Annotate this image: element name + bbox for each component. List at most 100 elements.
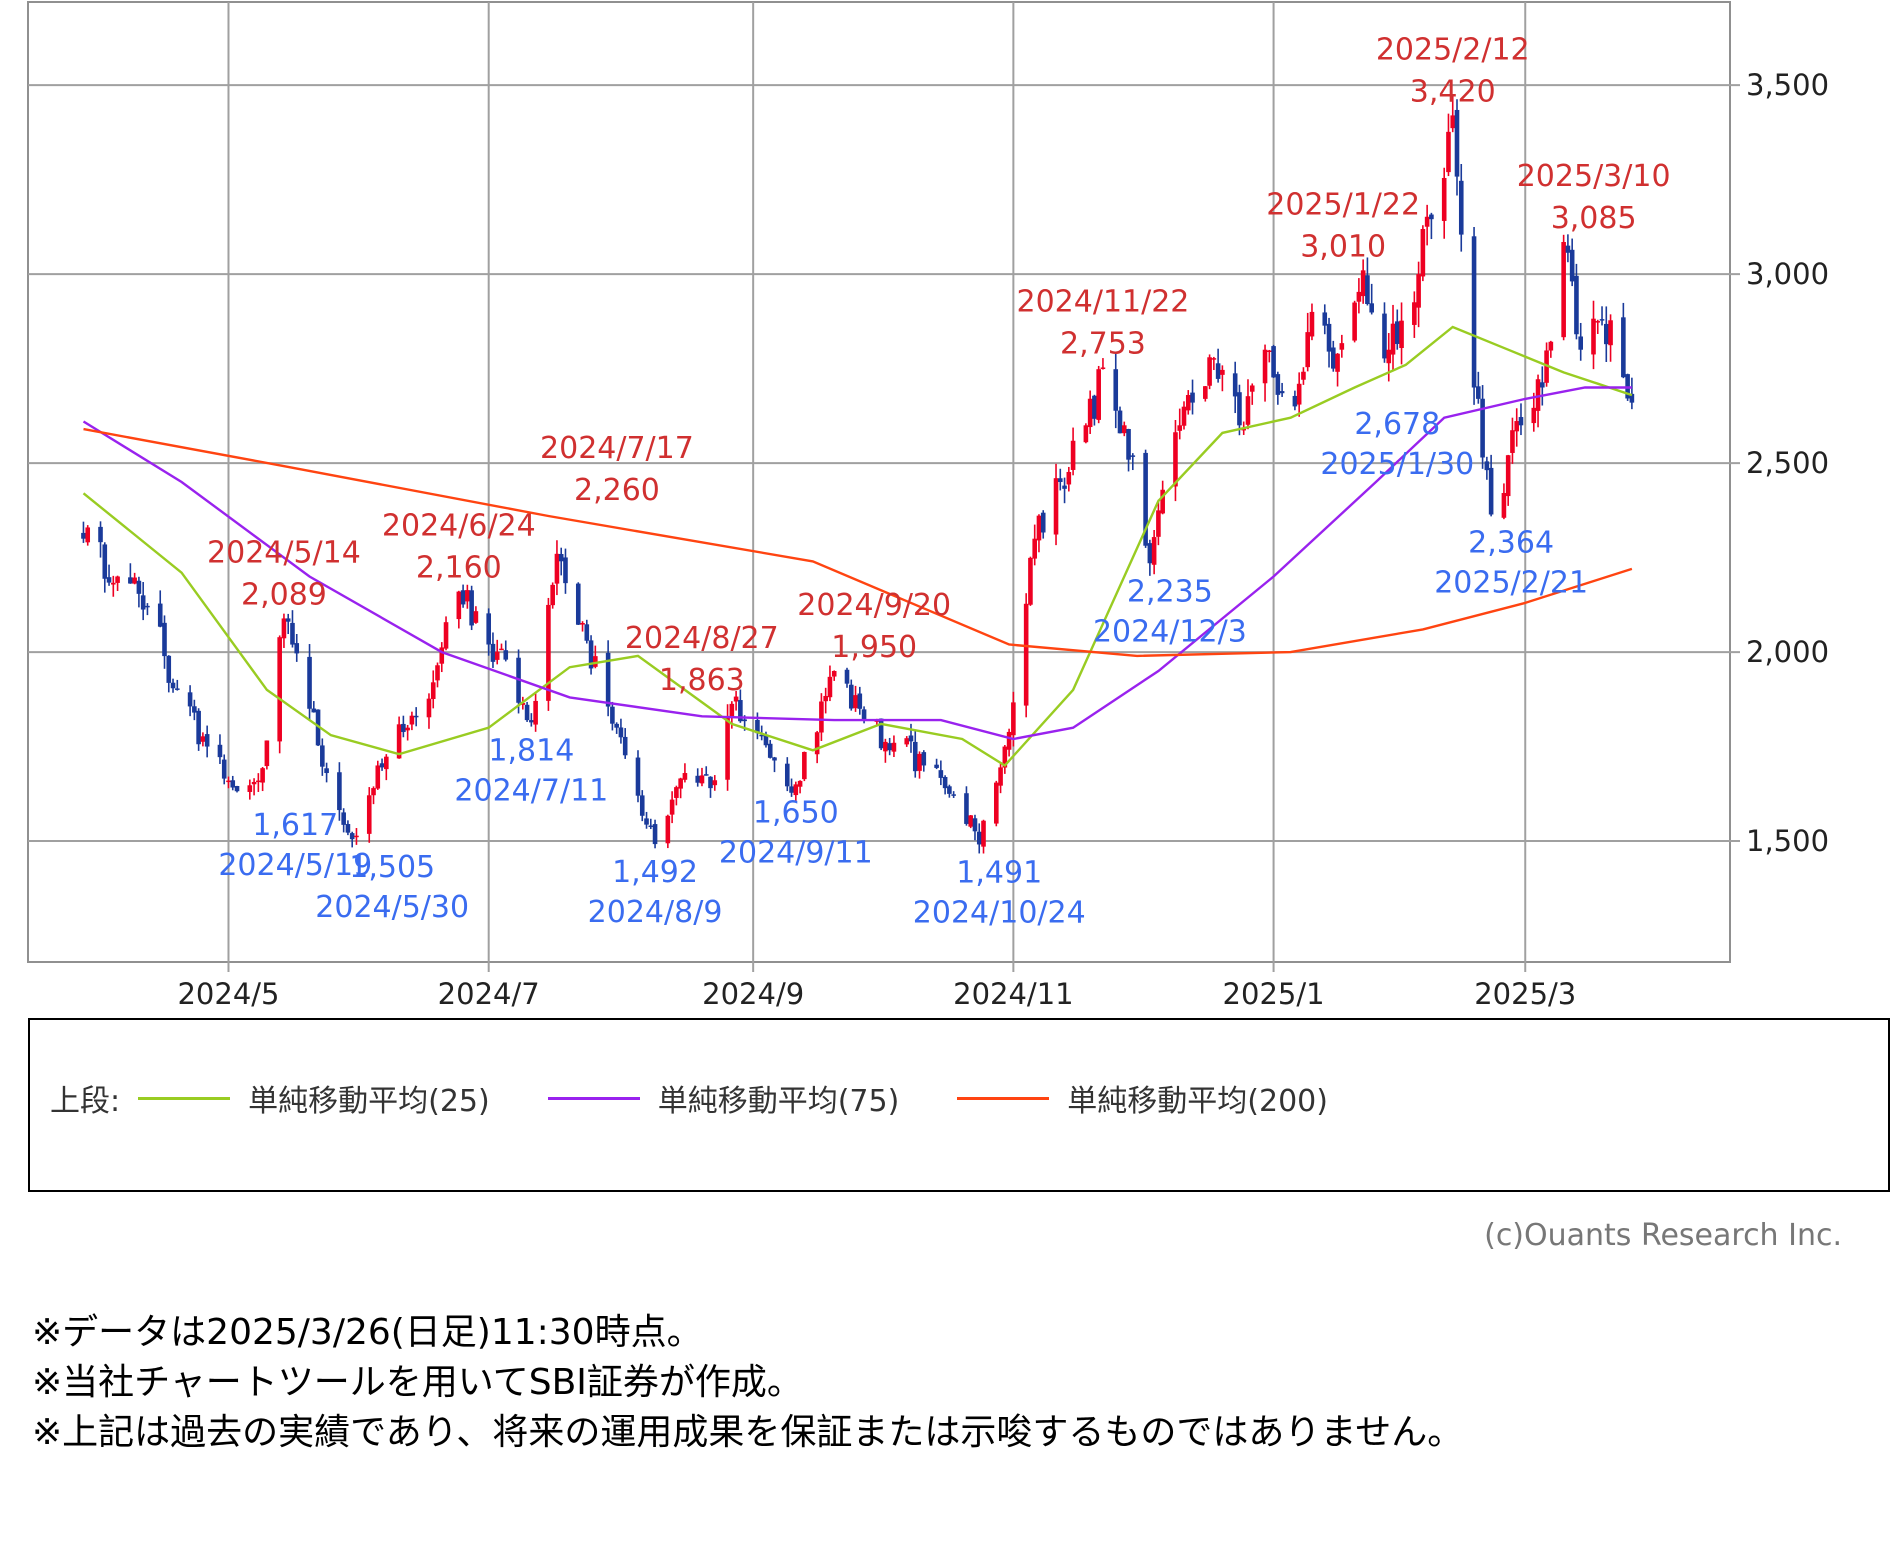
candle-body bbox=[622, 736, 628, 756]
candle-body bbox=[345, 824, 351, 833]
candle-body bbox=[1591, 318, 1596, 355]
candle-body bbox=[1279, 391, 1285, 394]
candle-body bbox=[217, 744, 223, 758]
annotation-date: 2024/9/20 bbox=[797, 588, 951, 623]
note-line: ※上記は過去の実績であり、将来の運用成果を保証または示唆するものではありません。 bbox=[32, 1412, 1464, 1453]
candle-body bbox=[712, 780, 718, 786]
y-tick-label: 2,500 bbox=[1746, 446, 1829, 480]
candle-body bbox=[102, 544, 108, 579]
candle-body bbox=[1301, 371, 1306, 380]
candle-body bbox=[1113, 369, 1119, 411]
candle-body bbox=[1352, 302, 1357, 341]
candle-body bbox=[1603, 323, 1609, 345]
candle-body bbox=[802, 751, 807, 780]
candle-body bbox=[1083, 425, 1089, 443]
candle-body bbox=[1237, 392, 1242, 426]
candle-body bbox=[1292, 395, 1298, 407]
candle-body bbox=[247, 785, 253, 792]
candle-body bbox=[234, 786, 240, 792]
candle-body bbox=[588, 640, 594, 669]
candle-body bbox=[1143, 452, 1148, 546]
high-annotation: 2025/1/22 3,010 bbox=[1266, 187, 1420, 264]
candle-body bbox=[1574, 275, 1579, 335]
candle-body bbox=[1092, 395, 1097, 419]
candle-body bbox=[1241, 428, 1247, 431]
candle-body bbox=[1360, 270, 1366, 297]
candle-body bbox=[200, 736, 206, 742]
candle-body bbox=[1203, 386, 1208, 399]
candle-body bbox=[1390, 323, 1396, 355]
candle-body bbox=[1394, 321, 1400, 344]
candle-body bbox=[554, 553, 560, 584]
candle-body bbox=[1569, 249, 1575, 282]
annotation-value: 1,950 bbox=[831, 630, 917, 665]
annotation-date: 2024/5/30 bbox=[315, 890, 469, 925]
annotation-date: 2024/12/3 bbox=[1093, 614, 1247, 649]
candle-body bbox=[1156, 510, 1161, 537]
high-annotation: 2024/11/22 2,753 bbox=[1016, 284, 1189, 361]
candle-body bbox=[307, 656, 312, 709]
high-annotation: 2024/9/20 1,950 bbox=[797, 588, 951, 665]
annotation-date: 2024/5/14 bbox=[207, 535, 361, 570]
x-tick-label: 2025/1 bbox=[1223, 977, 1325, 1010]
annotation-date: 2024/5/19 bbox=[218, 848, 372, 883]
candle-body bbox=[1215, 363, 1221, 379]
candle-body bbox=[831, 670, 837, 677]
candle-body bbox=[115, 576, 120, 583]
candle-body bbox=[648, 825, 654, 828]
candle-body bbox=[106, 577, 112, 583]
legend-row: 上段: 単純移動平均(25) 単純移動平均(75) 単純移動平均(200) bbox=[50, 1076, 1386, 1120]
candle-body bbox=[145, 605, 150, 608]
candle-body bbox=[290, 622, 295, 645]
candle-body bbox=[405, 727, 410, 731]
candle-body bbox=[1322, 312, 1328, 326]
candle-body bbox=[1096, 369, 1101, 420]
candle-body bbox=[682, 773, 688, 780]
candle-body bbox=[1505, 455, 1511, 497]
candle-body bbox=[1450, 115, 1456, 129]
legend-label-sma75: 単純移動平均(75) bbox=[657, 1084, 900, 1119]
candle-body bbox=[921, 752, 927, 766]
low-annotation: 2024/7/11 1,814 bbox=[454, 733, 608, 808]
candle-body bbox=[1023, 603, 1029, 706]
candle-body bbox=[725, 716, 730, 780]
candle-body bbox=[767, 743, 773, 758]
x-tick-label: 2025/3 bbox=[1474, 977, 1576, 1010]
candle-body bbox=[256, 780, 261, 783]
candle-body bbox=[703, 774, 709, 776]
annotation-value: 1,505 bbox=[349, 850, 435, 885]
candle-body bbox=[1471, 236, 1477, 388]
candle-body bbox=[1480, 398, 1485, 458]
annotation-date: 2024/11/22 bbox=[1016, 284, 1189, 319]
candle-body bbox=[1296, 383, 1302, 405]
annotation-date: 2024/7/11 bbox=[454, 773, 608, 808]
legend-swatch-sma75 bbox=[547, 1096, 640, 1100]
copyright: (c)Ouants Research Inc. bbox=[1484, 1218, 1842, 1253]
candle-body bbox=[354, 835, 359, 838]
low-annotation: 2025/2/21 2,364 bbox=[1434, 526, 1588, 601]
candle-body bbox=[132, 577, 137, 584]
annotation-date: 2025/1/30 bbox=[1320, 447, 1474, 482]
candle-body bbox=[1267, 350, 1272, 353]
candle-body bbox=[1476, 386, 1481, 399]
candle-body bbox=[1335, 353, 1340, 372]
candle-body bbox=[162, 622, 167, 657]
candle-body bbox=[763, 734, 769, 746]
candle-body bbox=[379, 763, 385, 768]
high-annotation: 2024/5/14 2,089 bbox=[207, 535, 361, 612]
candle-body bbox=[111, 582, 116, 585]
candle-body bbox=[1177, 425, 1183, 431]
low-annotation: 2024/9/11 1,650 bbox=[719, 795, 873, 870]
candle-body bbox=[1271, 346, 1276, 378]
low-annotation: 2024/8/9 1,492 bbox=[588, 855, 723, 930]
candle-body bbox=[708, 776, 713, 789]
candle-body bbox=[951, 794, 956, 796]
candle-body bbox=[1126, 429, 1131, 460]
high-annotation: 2024/6/24 2,160 bbox=[382, 509, 536, 586]
candle-body bbox=[823, 695, 828, 702]
candle-body bbox=[371, 788, 376, 796]
annotation-date: 2024/9/11 bbox=[719, 835, 873, 870]
candle-body bbox=[1386, 349, 1392, 364]
candle-body bbox=[1147, 543, 1153, 564]
candle-body bbox=[644, 818, 649, 825]
